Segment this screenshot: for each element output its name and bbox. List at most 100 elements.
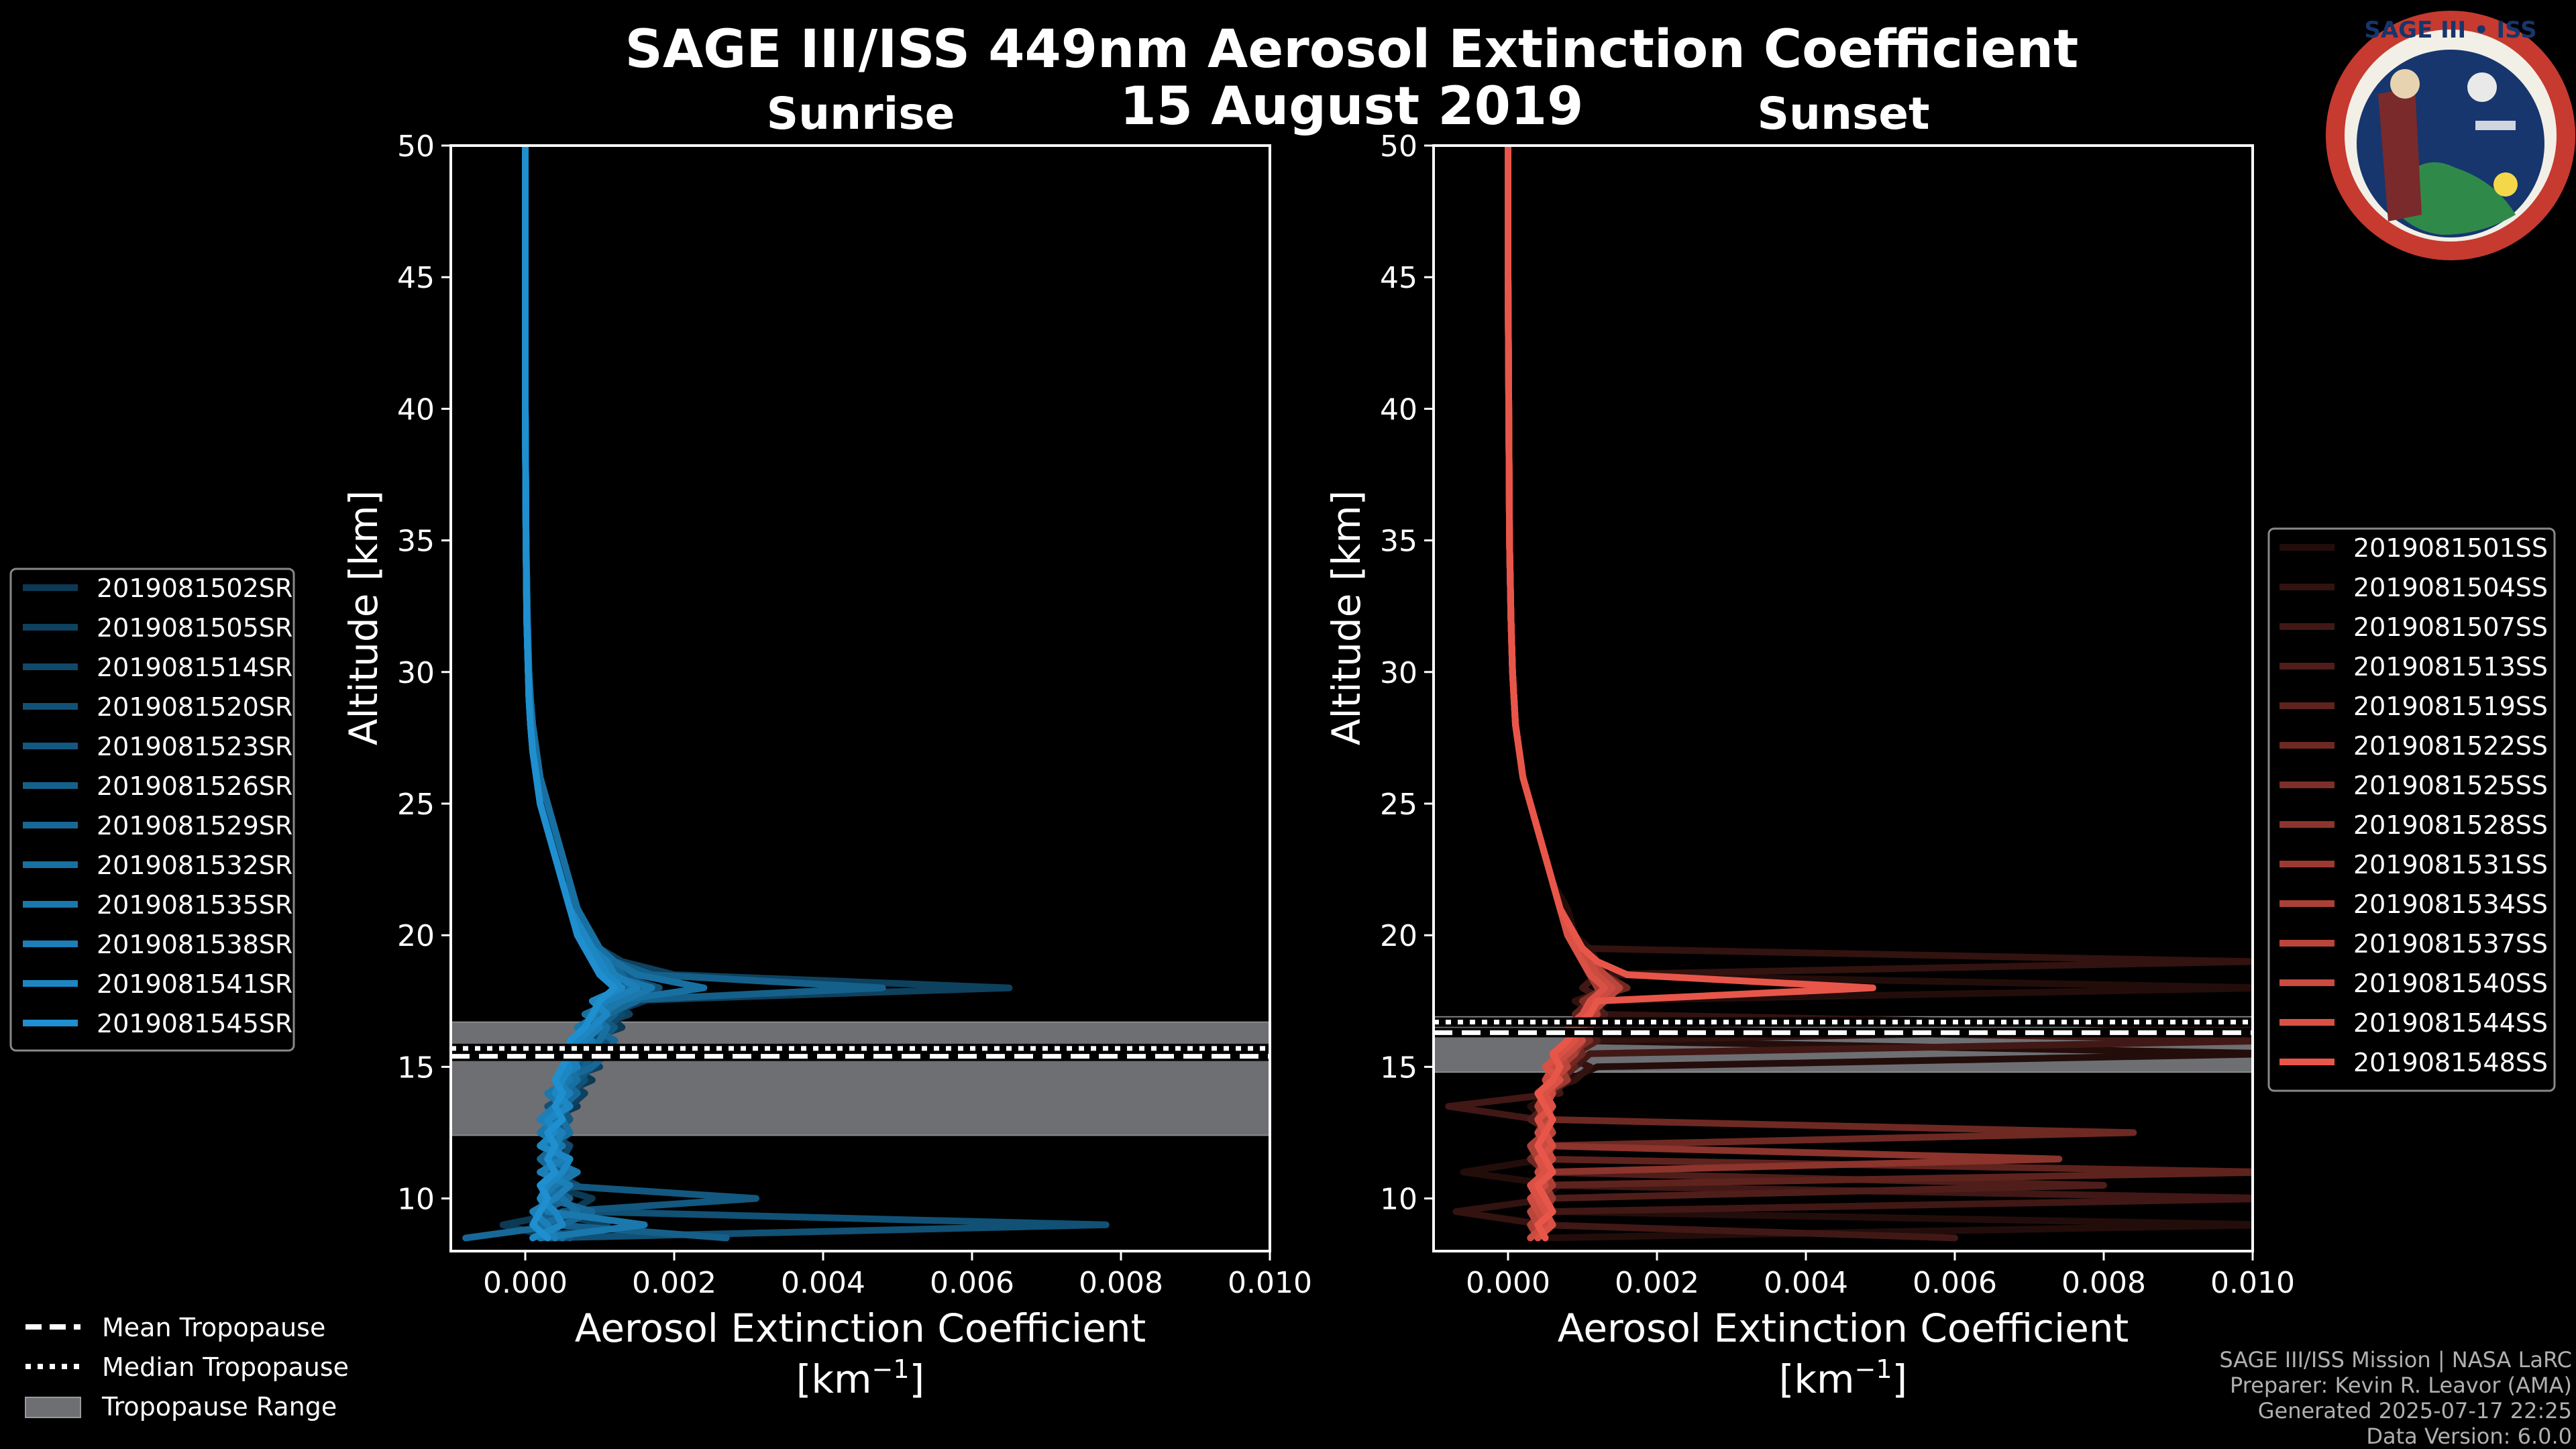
sunset-legend-label-2019081507SS: 2019081507SS [2353, 612, 2548, 642]
sunset-legend-label-2019081544SS: 2019081544SS [2353, 1008, 2548, 1038]
sunrise-legend-label-2019081502SR: 2019081502SR [97, 574, 292, 603]
sunrise-y-tick-label: 30 [397, 656, 435, 690]
sunset-x-tick-label: 0.008 [2061, 1266, 2146, 1300]
sunset-plot-area [1434, 146, 2253, 1242]
sunrise-legend-frame [9, 568, 295, 1052]
sunrise-y-tick-label: 15 [397, 1051, 435, 1085]
sunrise-y-tick-label: 40 [397, 392, 435, 427]
sunrise-legend-label-2019081538SR: 2019081538SR [97, 930, 292, 959]
sunset-axes-frame [1432, 144, 2254, 1252]
badge-title-text: SAGE III • ISS [2364, 17, 2536, 44]
figure-title: SAGE III/ISS 449nm Aerosol Extinction Co… [625, 19, 2079, 80]
sunset-x-tick-label: 0.010 [2210, 1266, 2295, 1300]
sunset-legend-label-2019081525SS: 2019081525SS [2353, 771, 2548, 800]
sunrise-y-tick-label: 10 [397, 1183, 435, 1217]
footer-mission: SAGE III/ISS Mission | NASA LaRC [2219, 1347, 2572, 1373]
sunset-legend-label-2019081504SS: 2019081504SS [2353, 573, 2548, 602]
sunset-y-tick-label: 40 [1380, 392, 1417, 427]
sunset-panel: 0.000 0.002 0.004 0.006 0.008 0.010 10 15 20 25 30… [1324, 129, 2295, 1402]
sunset-legend: 2019081501SS 2019081504SS 2019081507SS 2019… [2267, 527, 2556, 1092]
badge-sun [2493, 172, 2518, 197]
sunrise-legend-label-2019081529SR: 2019081529SR [97, 811, 292, 841]
sunset-y-tick-label: 20 [1380, 919, 1417, 953]
badge-earth-land [2388, 162, 2516, 235]
sunrise-x-tick-label: 0.008 [1079, 1266, 1163, 1300]
sunrise-x-tick-label: 0.000 [483, 1266, 568, 1300]
sunrise-y-axis-label: Altitude [km] [341, 490, 386, 745]
footer-generated: Generated 2025-07-17 22:25 [2258, 1398, 2572, 1424]
sunset-y-tick-label: 15 [1380, 1051, 1417, 1085]
sunset-series-line-2019081522SS [1505, 146, 2137, 1242]
sunrise-x-tick-label: 0.004 [781, 1266, 865, 1300]
sunset-y-tick-label: 35 [1380, 525, 1417, 559]
sunrise-legend-label-2019081535SR: 2019081535SR [97, 890, 292, 920]
sunrise-legend-label-2019081505SR: 2019081505SR [97, 613, 292, 643]
sunrise-legend-label-2019081514SR: 2019081514SR [97, 653, 292, 682]
tropopause-range-swatch [25, 1397, 81, 1418]
sunset-legend-label-2019081548SS: 2019081548SS [2353, 1048, 2548, 1077]
tropopause-range-label: Tropopause Range [101, 1392, 337, 1421]
sunset-legend-label-2019081513SS: 2019081513SS [2353, 652, 2548, 682]
sunset-legend-label-2019081501SS: 2019081501SS [2353, 533, 2548, 563]
sunrise-y-tick-label: 35 [397, 525, 435, 559]
sunrise-legend: 2019081502SR 2019081505SR 2019081514SR 2019… [9, 568, 295, 1052]
sunset-series-line-2019081528SS [1505, 146, 2063, 1242]
sunset-x-tick-label: 0.000 [1466, 1266, 1550, 1300]
sunset-x-tick-label: 0.004 [1764, 1266, 1848, 1300]
sunset-legend-label-2019081531SS: 2019081531SS [2353, 850, 2548, 879]
sunrise-x-tick-label: 0.006 [930, 1266, 1014, 1300]
sunset-legend-label-2019081522SS: 2019081522SS [2353, 731, 2548, 761]
figure-date: 15 August 2019 [1120, 76, 1584, 137]
sunset-series-line-2019081519SS [1505, 146, 2253, 1242]
sunrise-series-line-2019081545SR [522, 146, 619, 1242]
sunset-series-line-2019081548SS [1505, 146, 1876, 1242]
sunset-legend-label-2019081537SS: 2019081537SS [2353, 929, 2548, 959]
sunrise-legend-label-2019081541SR: 2019081541SR [97, 969, 292, 999]
sunset-x-tick-label: 0.002 [1615, 1266, 1699, 1300]
sunrise-x-axis-label: Aerosol Extinction Coefficient [575, 1305, 1146, 1351]
sunset-legend-frame [2267, 527, 2556, 1092]
sunset-legend-label-2019081519SS: 2019081519SS [2353, 692, 2548, 721]
sunrise-panel: 0.000 0.002 0.004 0.006 0.008 0.010 10 15 20 25 30… [341, 129, 1312, 1402]
sunset-series-line-2019081537SS [1505, 146, 1623, 1242]
tropopause-legend: Mean Tropopause Median Tropopause Tropop… [25, 1313, 349, 1421]
sunrise-y-tick-label: 25 [397, 788, 435, 822]
sunrise-panel-title: Sunrise [767, 88, 955, 140]
sunrise-plot-area [451, 146, 1270, 1242]
sage-iii-iss-badge-logo: SAGE III • ISS [2326, 11, 2575, 260]
sunrise-y-tick-label: 20 [397, 919, 435, 953]
sunset-legend-label-2019081528SS: 2019081528SS [2353, 810, 2548, 840]
sunset-series-line-2019081504SS [1452, 146, 2253, 1242]
badge-astronomer-robe [2378, 87, 2422, 221]
sunrise-x-tick-label: 0.002 [632, 1266, 716, 1300]
footer-data-version: Data Version: 6.0.0 [2366, 1424, 2572, 1449]
sunset-y-tick-label: 30 [1380, 656, 1417, 690]
sunset-y-tick-label: 25 [1380, 788, 1417, 822]
badge-astronomer-head [2390, 69, 2420, 99]
sunset-y-tick-label: 50 [1380, 129, 1417, 164]
sunset-y-axis-label: Altitude [km] [1324, 490, 1369, 745]
sunrise-axes-frame [449, 144, 1271, 1252]
sunrise-legend-label-2019081545SR: 2019081545SR [97, 1009, 292, 1038]
sunset-x-tick-label: 0.006 [1913, 1266, 1997, 1300]
mean-tropopause-label: Mean Tropopause [102, 1313, 325, 1342]
sunrise-x-tick-label: 0.010 [1228, 1266, 1312, 1300]
sunrise-legend-label-2019081523SR: 2019081523SR [97, 732, 292, 761]
sunrise-legend-label-2019081532SR: 2019081532SR [97, 851, 292, 880]
sunrise-y-tick-label: 50 [397, 129, 435, 164]
sunset-panel-title: Sunset [1757, 88, 1929, 140]
footer-credits: SAGE III/ISS Mission | NASA LaRC Prepare… [2219, 1347, 2572, 1449]
sunset-legend-label-2019081534SS: 2019081534SS [2353, 890, 2548, 919]
sunrise-legend-label-2019081520SR: 2019081520SR [97, 692, 292, 722]
footer-preparer: Preparer: Kevin R. Leavor (AMA) [2230, 1373, 2572, 1398]
sunset-x-axis-units: [km−1] [1779, 1354, 1907, 1402]
sunset-y-tick-label: 45 [1380, 261, 1417, 295]
median-tropopause-label: Median Tropopause [102, 1352, 349, 1382]
sunrise-legend-label-2019081526SR: 2019081526SR [97, 771, 292, 801]
sunset-x-axis-label: Aerosol Extinction Coefficient [1558, 1305, 2129, 1351]
sunset-series-line-2019081513SS [1505, 146, 2107, 1242]
sunrise-y-tick-label: 45 [397, 261, 435, 295]
badge-iss [2475, 121, 2516, 130]
sunset-legend-label-2019081540SS: 2019081540SS [2353, 969, 2548, 998]
